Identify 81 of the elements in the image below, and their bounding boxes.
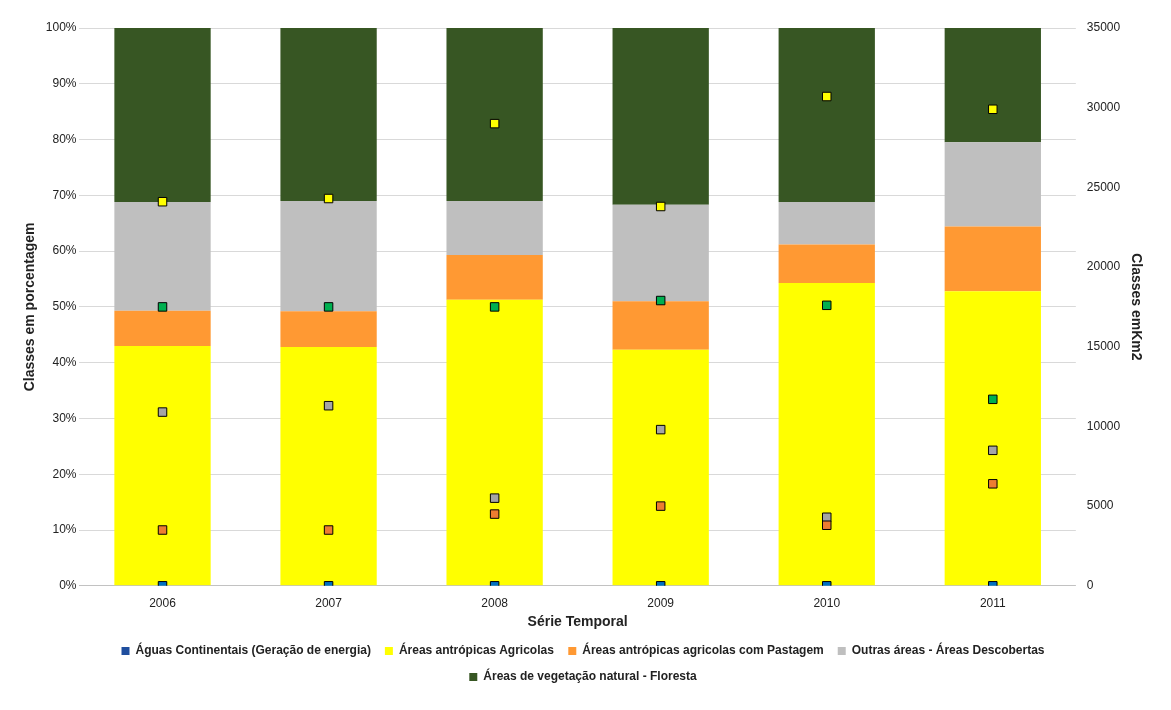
y-tick-label: 100% <box>45 20 77 35</box>
bar <box>114 28 211 203</box>
x-tick-label: 2007 <box>315 596 343 611</box>
y2-tick-label: 5000 <box>1086 498 1114 513</box>
bar <box>114 345 211 586</box>
point <box>822 512 832 523</box>
y-tick-label: 70% <box>52 187 77 202</box>
point <box>323 193 334 204</box>
bar <box>114 202 211 311</box>
point <box>323 400 334 411</box>
point <box>323 525 334 535</box>
y-axis-title: Classes em porcentagem <box>21 222 38 392</box>
bar <box>778 282 875 586</box>
bar <box>280 311 377 348</box>
y2-tick-label: 15000 <box>1086 339 1121 354</box>
bar <box>944 28 1041 143</box>
bar <box>280 347 377 586</box>
point <box>655 501 666 511</box>
point <box>988 479 998 489</box>
y-tick-label: 60% <box>52 243 77 258</box>
bar <box>944 142 1041 227</box>
point <box>988 445 998 456</box>
y-tick-label: 0% <box>59 578 77 593</box>
x-tick-label: 2008 <box>481 596 509 611</box>
point <box>323 302 334 312</box>
point <box>489 509 500 519</box>
bar <box>778 202 875 245</box>
y2-tick-label: 10000 <box>1086 418 1121 433</box>
legend-label: Áreas antrópicas agricolas com Pastagem <box>582 642 824 658</box>
point <box>489 493 500 503</box>
y-tick-label: 80% <box>52 131 77 146</box>
bar <box>944 291 1041 586</box>
x-tick-label: 2010 <box>813 596 841 611</box>
point <box>988 394 998 405</box>
bar <box>446 299 543 586</box>
point <box>988 104 998 115</box>
bar <box>446 200 543 256</box>
y-tick-label: 90% <box>52 76 77 91</box>
bar <box>778 28 875 203</box>
bar <box>778 244 875 283</box>
x-tick-label: 2009 <box>647 596 675 611</box>
y-tick-label: 50% <box>52 299 77 314</box>
point <box>655 424 666 435</box>
bar <box>612 204 709 302</box>
y2-tick-label: 20000 <box>1086 259 1121 274</box>
bar <box>280 200 377 312</box>
y2-axis-title: Classes emKm2 <box>1128 253 1145 361</box>
y2-tick-label: 35000 <box>1086 20 1121 35</box>
point <box>822 520 832 530</box>
point <box>489 302 500 312</box>
y-tick-label: 40% <box>52 354 77 369</box>
bar <box>446 28 543 201</box>
y-tick-label: 10% <box>52 522 77 537</box>
point <box>157 196 168 207</box>
point <box>822 300 832 311</box>
point <box>655 295 666 306</box>
x-axis-title: Série Temporal <box>527 613 628 630</box>
point <box>822 91 832 102</box>
legend-label: Águas Continentais (Geração de energia) <box>135 642 371 658</box>
bar <box>446 255 543 300</box>
legend-label: Áreas de vegetação natural - Floresta <box>483 668 698 684</box>
legend-label: Outras áreas - Áreas Descobertas <box>851 642 1045 658</box>
bar <box>280 28 377 201</box>
y-tick-label: 30% <box>52 410 77 425</box>
bar <box>612 28 709 205</box>
point <box>157 525 168 535</box>
y2-tick-label: 0 <box>1086 578 1094 593</box>
y2-tick-label: 30000 <box>1086 100 1121 114</box>
x-tick-label: 2011 <box>979 596 1007 611</box>
point <box>157 302 168 312</box>
legend-label: Áreas antrópicas Agricolas <box>398 642 555 658</box>
point <box>655 201 666 212</box>
bar <box>612 349 709 586</box>
y2-tick-label: 25000 <box>1086 179 1121 194</box>
y-tick-label: 20% <box>52 466 77 481</box>
bar <box>114 310 211 346</box>
bar <box>612 301 709 350</box>
point <box>489 118 500 129</box>
point <box>157 407 168 417</box>
bar <box>944 226 1041 292</box>
x-tick-label: 2006 <box>149 596 177 611</box>
